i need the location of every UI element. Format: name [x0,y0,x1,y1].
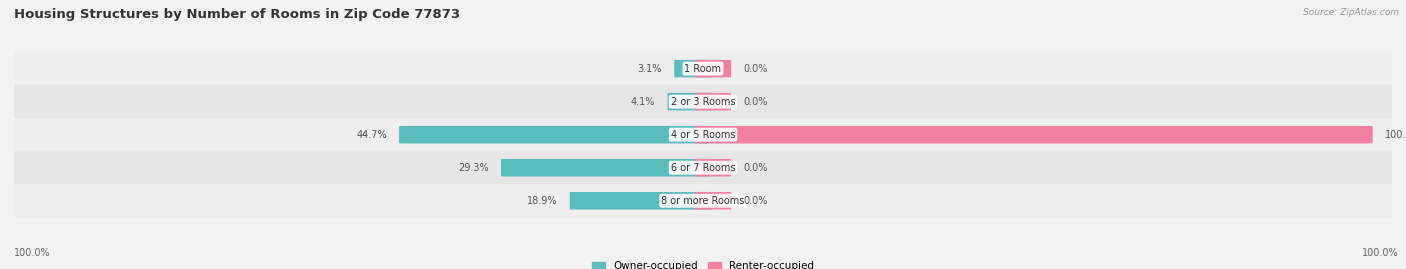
Text: 1 Room: 1 Room [685,64,721,74]
Text: 100.0%: 100.0% [14,248,51,258]
FancyBboxPatch shape [0,151,1406,185]
Text: 44.7%: 44.7% [356,130,387,140]
Text: Source: ZipAtlas.com: Source: ZipAtlas.com [1303,8,1399,17]
Text: 2 or 3 Rooms: 2 or 3 Rooms [671,97,735,107]
Text: 0.0%: 0.0% [744,64,768,74]
FancyBboxPatch shape [399,126,711,143]
Text: 0.0%: 0.0% [744,196,768,206]
Text: 100.0%: 100.0% [1385,130,1406,140]
Text: 0.0%: 0.0% [744,97,768,107]
Text: 0.0%: 0.0% [744,163,768,173]
FancyBboxPatch shape [569,192,711,210]
Text: 3.1%: 3.1% [637,64,662,74]
Text: Housing Structures by Number of Rooms in Zip Code 77873: Housing Structures by Number of Rooms in… [14,8,460,21]
FancyBboxPatch shape [695,192,731,210]
FancyBboxPatch shape [0,85,1406,119]
FancyBboxPatch shape [695,159,731,176]
FancyBboxPatch shape [675,60,711,77]
Text: 6 or 7 Rooms: 6 or 7 Rooms [671,163,735,173]
FancyBboxPatch shape [695,93,731,111]
Text: 29.3%: 29.3% [458,163,488,173]
FancyBboxPatch shape [501,159,711,176]
Text: 100.0%: 100.0% [1362,248,1399,258]
FancyBboxPatch shape [0,52,1406,86]
FancyBboxPatch shape [0,184,1406,218]
Legend: Owner-occupied, Renter-occupied: Owner-occupied, Renter-occupied [588,257,818,269]
FancyBboxPatch shape [0,118,1406,151]
Text: 4 or 5 Rooms: 4 or 5 Rooms [671,130,735,140]
Text: 4.1%: 4.1% [631,97,655,107]
Text: 8 or more Rooms: 8 or more Rooms [661,196,745,206]
FancyBboxPatch shape [695,60,731,77]
Text: 18.9%: 18.9% [527,196,557,206]
FancyBboxPatch shape [695,126,1372,143]
FancyBboxPatch shape [668,93,711,111]
